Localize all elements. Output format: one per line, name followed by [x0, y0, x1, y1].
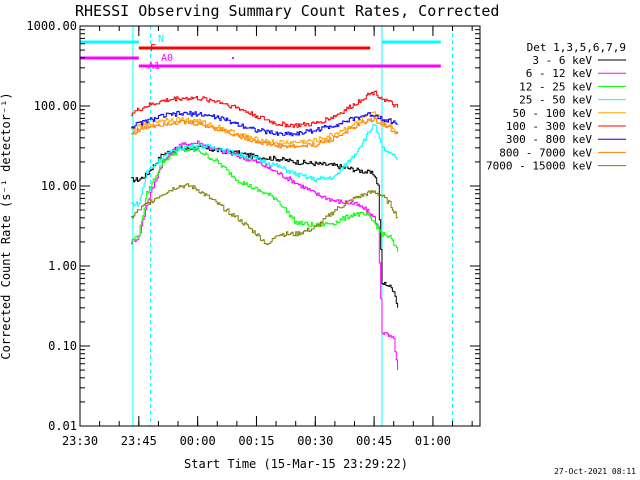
x-tick-label-2: 00:00	[180, 434, 216, 448]
legend-label-5: 100 - 300 keV	[506, 120, 592, 133]
vertical-marker-lines	[79, 26, 454, 426]
x-tick-label-6: 01:00	[415, 434, 451, 448]
y-tick-label-2: 10.00	[41, 179, 77, 193]
status-label-F: F	[150, 43, 156, 54]
x-tick-label-5: 00:45	[356, 434, 392, 448]
y-tick-label-1: 100.00	[34, 99, 77, 113]
x-tick-label-1: 23:45	[121, 434, 157, 448]
x-tick-label-3: 00:15	[238, 434, 274, 448]
y-axis-label: Corrected Count Rate (s⁻¹ detector⁻¹)	[0, 92, 13, 359]
legend-title: Det 1,3,5,6,7,9	[527, 41, 626, 54]
axis-ticks: 23:30 23:45 00:00 00:15 00:30 00:45 01:00 1000.…	[26, 19, 480, 448]
series-line-4	[131, 111, 399, 145]
legend-label-1: 6 - 12 keV	[526, 67, 593, 80]
series-group	[131, 90, 399, 371]
y-tick-label-5: 0.01	[48, 419, 77, 433]
timestamp: 27-Oct-2021 08:11	[554, 467, 636, 476]
y-tick-label-3: 1.00	[48, 259, 77, 273]
legend-label-2: 12 - 25 keV	[519, 80, 592, 93]
x-tick-label-0: 23:30	[62, 434, 98, 448]
chart-title: RHESSI Observing Summary Count Rates, Co…	[75, 2, 499, 20]
series-line-2	[131, 147, 399, 252]
legend-label-8: 7000 - 15000 keV	[486, 160, 592, 173]
series-line-3	[131, 124, 399, 207]
status-bar-A0-dot-1	[231, 57, 234, 59]
series-line-7	[131, 116, 399, 149]
series-line-5	[131, 90, 399, 128]
legend-label-0: 3 - 6 keV	[532, 54, 592, 67]
legend-label-6: 300 - 800 keV	[506, 133, 592, 146]
series-line-8	[131, 183, 399, 246]
series-line-0	[131, 145, 399, 308]
legend-label-3: 25 - 50 keV	[519, 94, 592, 107]
series-line-6	[131, 110, 399, 137]
x-tick-label-4: 00:30	[297, 434, 333, 448]
legend-label-4: 50 - 100 keV	[513, 107, 593, 120]
x-axis-label: Start Time (15-Mar-15 23:29:22)	[184, 457, 408, 471]
y-tick-label-0: 1000.00	[26, 19, 77, 33]
legend-label-7: 800 - 7000 keV	[499, 146, 592, 159]
status-label-A1: A1	[148, 61, 160, 72]
y-tick-label-4: 0.10	[48, 339, 77, 353]
status-label-N: N	[158, 34, 164, 45]
plot-frame	[79, 25, 481, 427]
status-label-A0: A0	[161, 53, 173, 64]
series-line-1	[131, 140, 399, 371]
